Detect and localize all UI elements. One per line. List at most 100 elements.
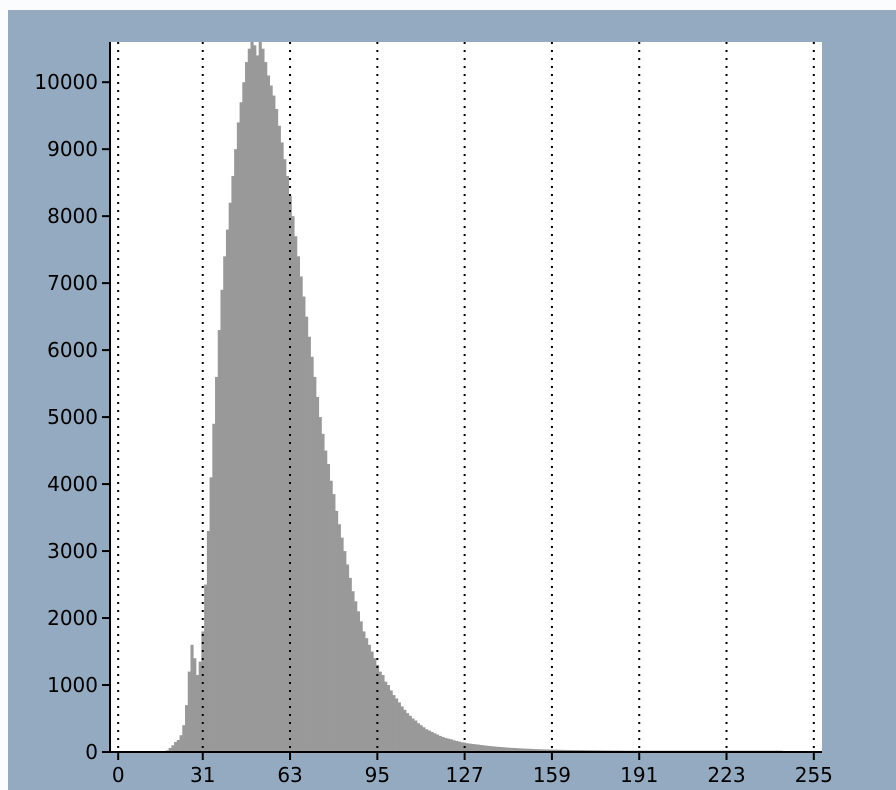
x-tick-label: 223 bbox=[707, 763, 745, 787]
histogram-bar bbox=[285, 175, 290, 752]
histogram-bar bbox=[457, 741, 461, 752]
histogram-bar bbox=[206, 530, 210, 752]
histogram-bar bbox=[215, 376, 219, 752]
histogram-bar bbox=[294, 236, 298, 752]
histogram-bar bbox=[272, 95, 276, 752]
histogram-bar bbox=[493, 746, 497, 752]
histogram-bar bbox=[190, 644, 194, 752]
histogram-bar bbox=[397, 702, 401, 752]
histogram-bar bbox=[542, 749, 546, 752]
histogram-bar bbox=[479, 744, 483, 752]
y-tick-label: 6000 bbox=[47, 338, 98, 362]
histogram-bar bbox=[373, 658, 377, 752]
histogram-bar bbox=[487, 745, 491, 752]
histogram-bar bbox=[174, 741, 178, 752]
histogram-bar bbox=[335, 510, 339, 752]
histogram-bar bbox=[526, 748, 530, 752]
histogram-bar bbox=[302, 296, 306, 752]
histogram-bar bbox=[182, 725, 186, 752]
y-tick-label: 3000 bbox=[47, 539, 98, 563]
histogram-bar bbox=[375, 664, 380, 752]
x-tick-label: 191 bbox=[620, 763, 658, 787]
axes bbox=[109, 42, 822, 753]
histogram-bar bbox=[310, 356, 314, 752]
histogram-bar bbox=[247, 48, 251, 752]
histogram-bar bbox=[351, 591, 355, 752]
histogram-bar bbox=[245, 62, 249, 752]
histogram-bar bbox=[228, 202, 232, 752]
histogram-bar bbox=[168, 747, 172, 752]
histogram-bar bbox=[217, 330, 221, 752]
histogram-bar bbox=[564, 749, 568, 752]
histogram-bar bbox=[435, 734, 440, 752]
y-tick-label: 9000 bbox=[47, 137, 98, 161]
histogram-bar bbox=[296, 256, 300, 752]
x-tick-label: 31 bbox=[190, 763, 215, 787]
histogram-bar bbox=[556, 749, 560, 752]
histogram-bar bbox=[515, 748, 519, 752]
y-tick-label: 2000 bbox=[47, 606, 98, 630]
histogram-bar bbox=[250, 42, 254, 752]
histogram-bar bbox=[506, 747, 511, 752]
y-tick-label: 10000 bbox=[34, 70, 98, 94]
histogram-bar bbox=[365, 638, 369, 752]
histogram-bar bbox=[356, 611, 361, 752]
histogram-bar bbox=[318, 417, 322, 752]
histogram-bar bbox=[242, 82, 246, 752]
histogram-bar bbox=[389, 690, 393, 752]
histogram-bar bbox=[430, 731, 434, 752]
y-tick-label: 5000 bbox=[47, 405, 98, 429]
histogram-bar bbox=[171, 745, 175, 752]
histogram-bar bbox=[255, 55, 260, 752]
histogram-bar bbox=[466, 743, 470, 752]
histogram-bar bbox=[209, 477, 213, 752]
histogram-bar bbox=[193, 658, 197, 752]
histogram-bar bbox=[449, 739, 453, 752]
histogram-bars bbox=[165, 42, 808, 753]
histogram-bar bbox=[258, 42, 262, 752]
histogram-bar bbox=[569, 749, 573, 752]
histogram-bar bbox=[485, 745, 489, 752]
histogram-bar bbox=[405, 713, 410, 752]
histogram-bar bbox=[433, 733, 437, 752]
histogram-bar bbox=[496, 746, 500, 752]
histogram-bar bbox=[337, 524, 341, 752]
histogram-bar bbox=[307, 336, 311, 752]
x-tick-label: 63 bbox=[277, 763, 302, 787]
histogram-bar bbox=[348, 577, 352, 752]
histogram-bar bbox=[195, 674, 200, 752]
histogram-bar bbox=[400, 706, 404, 752]
histogram-bar bbox=[523, 748, 527, 752]
histogram-bar bbox=[490, 746, 494, 752]
x-tick-label: 0 bbox=[112, 763, 125, 787]
histogram-bar bbox=[501, 747, 505, 752]
y-axis-ticks: 0 1000 2000 3000 4000 5000 6000 7000 8000 9000 100… bbox=[34, 70, 110, 764]
histogram-bar bbox=[547, 749, 551, 752]
histogram-bar bbox=[266, 75, 270, 753]
histogram-bar bbox=[403, 709, 407, 752]
histogram-bar bbox=[231, 175, 235, 752]
histogram-bar bbox=[253, 45, 257, 753]
x-tick-label: 159 bbox=[533, 763, 571, 787]
histogram-bar bbox=[561, 749, 565, 752]
histogram-bar bbox=[509, 747, 513, 752]
histogram-bar bbox=[291, 216, 295, 752]
histogram-bar bbox=[512, 747, 516, 752]
histogram-bar bbox=[460, 742, 464, 752]
histogram-bar bbox=[176, 739, 180, 752]
histogram-bar bbox=[269, 85, 273, 753]
histogram-bar bbox=[392, 695, 396, 752]
histogram-bar bbox=[234, 149, 238, 753]
histogram-bar bbox=[187, 671, 191, 752]
histogram-bar bbox=[558, 749, 562, 752]
histogram-bar bbox=[329, 480, 333, 752]
histogram-bar bbox=[354, 601, 358, 752]
histogram-bar bbox=[179, 735, 183, 752]
y-tick-label: 7000 bbox=[47, 271, 98, 295]
histogram-bar bbox=[414, 720, 418, 752]
histogram-bar bbox=[427, 730, 431, 752]
histogram-bar bbox=[332, 494, 336, 752]
histogram-bar bbox=[381, 674, 385, 752]
histogram-bar bbox=[474, 744, 478, 752]
